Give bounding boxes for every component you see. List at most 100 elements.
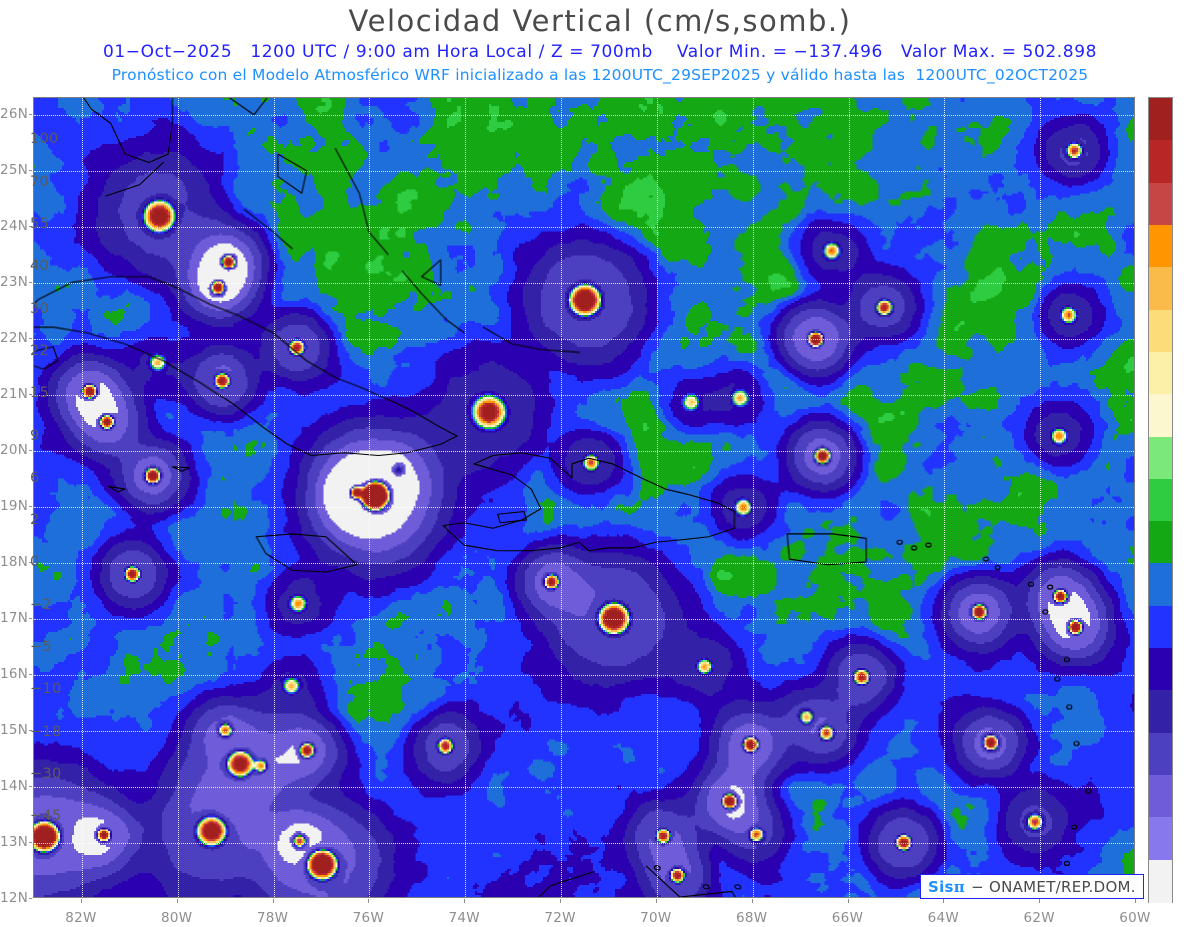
longitude-tick [751,899,753,903]
latitude-label: 22N [0,329,29,346]
colorbar-tick-label: −5 [30,639,52,656]
latitude-tick [29,729,32,731]
colorbar-tick-label: 55 [30,215,50,232]
longitude-label: 76W [352,910,385,926]
colorbar-tick-label: 40 [30,258,50,275]
latitude-tick [29,113,32,115]
logo-pi-icon: π [953,877,966,896]
colorbar-segment [1149,859,1172,903]
latitude-tick [29,393,32,395]
colorbar-tick-label: −18 [30,723,62,740]
colorbar-segment [1149,436,1172,480]
colorbar-tick-label: 15 [30,385,50,402]
page-title: Velocidad Vertical (cm/s,somb.) [348,4,852,38]
longitude-tick [176,899,178,903]
colorbar-tick-label: 2 [30,512,40,529]
latitude-tick [29,785,32,787]
forecast-metadata-line: 01−Oct−2025 1200 UTC / 9:00 am Hora Loca… [102,42,1098,62]
latitude-tick [29,337,32,339]
latitude-label: 14N [0,777,29,794]
latitude-tick [29,673,32,675]
attribution-logo: Sis π − ONAMET/REP.DOM. [920,874,1144,899]
colorbar-segment [1149,267,1172,311]
latitude-label: 26N [0,105,29,122]
latitude-tick [29,225,32,227]
longitude-tick [560,899,562,903]
longitude-label: 66W [831,910,864,926]
colorbar [1148,97,1173,903]
latitude-tick [29,449,32,451]
colorbar-segment [1149,182,1172,226]
colorbar-tick-label: 30 [30,300,50,317]
longitude-label: 68W [735,910,768,926]
latitude-tick [29,169,32,171]
latitude-label: 23N [0,273,29,290]
latitude-label: 17N [0,609,29,626]
longitude-label: 82W [65,910,97,926]
colorbar-tick-label: 9 [30,427,40,444]
colorbar-segment [1149,690,1172,734]
colorbar-tick-label: 6 [30,469,40,486]
longitude-tick [943,899,945,903]
longitude-label: 72W [544,910,576,926]
colorbar-tick-label: 22 [30,342,50,359]
latitude-label: 18N [0,553,29,570]
latitude-tick [29,841,32,843]
colorbar-tick-label: −10 [30,681,62,698]
latitude-tick [29,561,32,563]
longitude-label: 60W [1119,910,1151,926]
colorbar-segment [1149,140,1172,184]
colorbar-segment [1149,648,1172,691]
latitude-label: 25N [0,161,29,178]
colorbar-segment [1149,563,1172,607]
latitude-tick [29,505,32,507]
colorbar-segment [1149,394,1172,438]
longitude-label: 70W [640,910,672,926]
latitude-label: 19N [0,497,29,514]
latitude-label: 15N [0,721,29,738]
latitude-tick [29,281,32,283]
colorbar-segment [1149,732,1172,776]
colorbar-tick-label: −2 [30,596,52,613]
colorbar-segment [1149,605,1172,649]
latitude-label: 21N [0,385,29,402]
colorbar-segment [1149,478,1172,522]
colorbar-segment [1149,521,1172,565]
logo-org-text: − ONAMET/REP.DOM. [971,877,1136,896]
longitude-tick [368,899,370,903]
latitude-tick [29,898,32,899]
coastline-overlay [34,98,1134,897]
latitude-label: 13N [0,833,29,850]
colorbar-segment [1149,817,1172,861]
longitude-tick [1135,899,1136,903]
colorbar-tick-label: −45 [30,808,62,825]
latitude-label: 20N [0,441,29,458]
longitude-tick [1039,899,1041,903]
colorbar-segment [1149,309,1172,353]
logo-sis-text: Sis [928,877,954,896]
colorbar-tick-label: 0 [30,554,40,571]
longitude-tick [80,899,82,903]
vertical-velocity-field [34,98,1134,897]
longitude-tick [847,899,849,903]
longitude-tick [655,899,657,903]
latitude-tick [29,617,32,619]
colorbar-tick-label: −30 [30,766,62,783]
colorbar-tick-label: 70 [30,173,50,190]
colorbar-segment [1149,98,1172,141]
map-plot-area [33,97,1135,898]
longitude-label: 62W [1023,910,1055,926]
colorbar-segment [1149,224,1172,268]
longitude-tick [272,899,274,903]
colorbar-segment [1149,351,1172,395]
colorbar-tick-label: 100 [30,131,59,148]
colorbar-segment [1149,775,1172,818]
longitude-label: 78W [256,910,289,926]
longitude-label: 80W [161,910,193,926]
latitude-label: 16N [0,665,29,682]
longitude-label: 74W [448,910,480,926]
latitude-label: 24N [0,217,29,234]
longitude-label: 64W [927,910,960,926]
longitude-tick [464,899,466,903]
